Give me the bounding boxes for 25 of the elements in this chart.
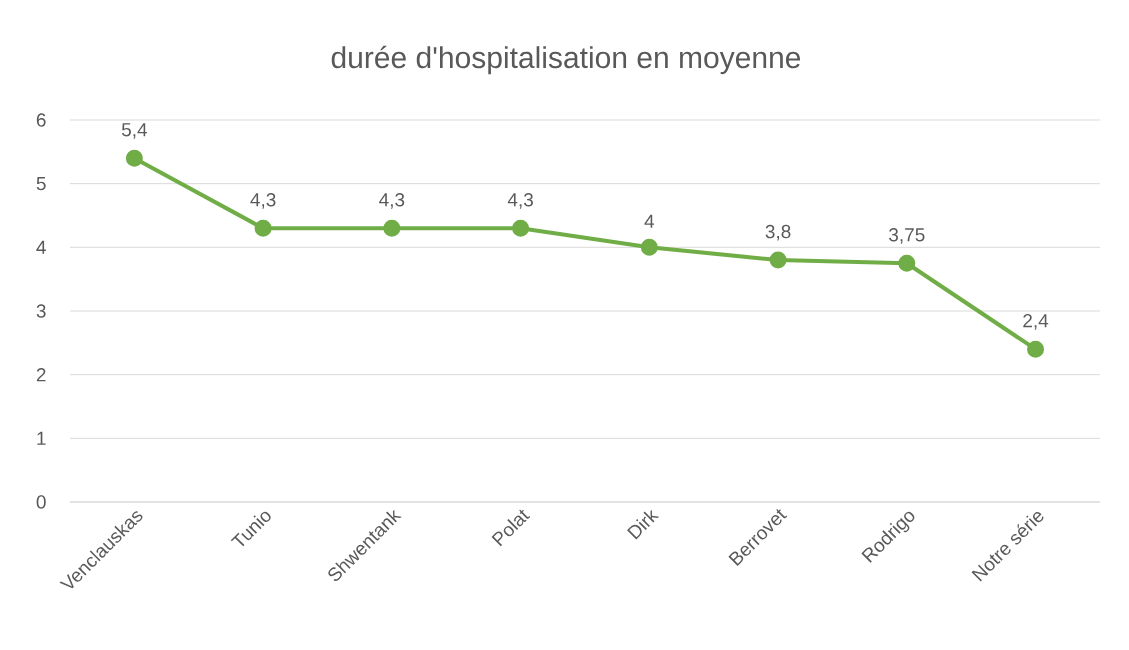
data-label: 2,4	[1023, 313, 1049, 330]
point	[254, 219, 272, 237]
data-label: 3,8	[765, 224, 791, 241]
data-label: 4,3	[379, 193, 405, 209]
chart-title: durée d'hospitalisation en moyenne	[331, 45, 801, 75]
y-tick-label: 1	[37, 431, 46, 445]
point	[769, 251, 787, 269]
point	[512, 219, 530, 237]
point	[898, 254, 916, 272]
point	[1027, 340, 1045, 358]
point	[640, 238, 658, 256]
y-tick-label: 6	[36, 113, 46, 127]
y-tick-label: 0	[36, 495, 46, 509]
y-tick-label: 3	[36, 304, 46, 318]
y-tick-label: 4	[36, 240, 46, 254]
data-label: 3,75	[889, 228, 925, 244]
y-tick-label: 5	[36, 177, 46, 191]
point	[383, 219, 401, 237]
data-label: 4,3	[507, 193, 533, 209]
x-tick-label: Dirk	[627, 509, 660, 540]
point	[125, 149, 143, 167]
data-label: 4	[644, 214, 655, 228]
y-tick-label: 2	[36, 368, 46, 382]
data-label: 4,3	[250, 193, 276, 209]
data-label: 5,4	[121, 123, 148, 139]
